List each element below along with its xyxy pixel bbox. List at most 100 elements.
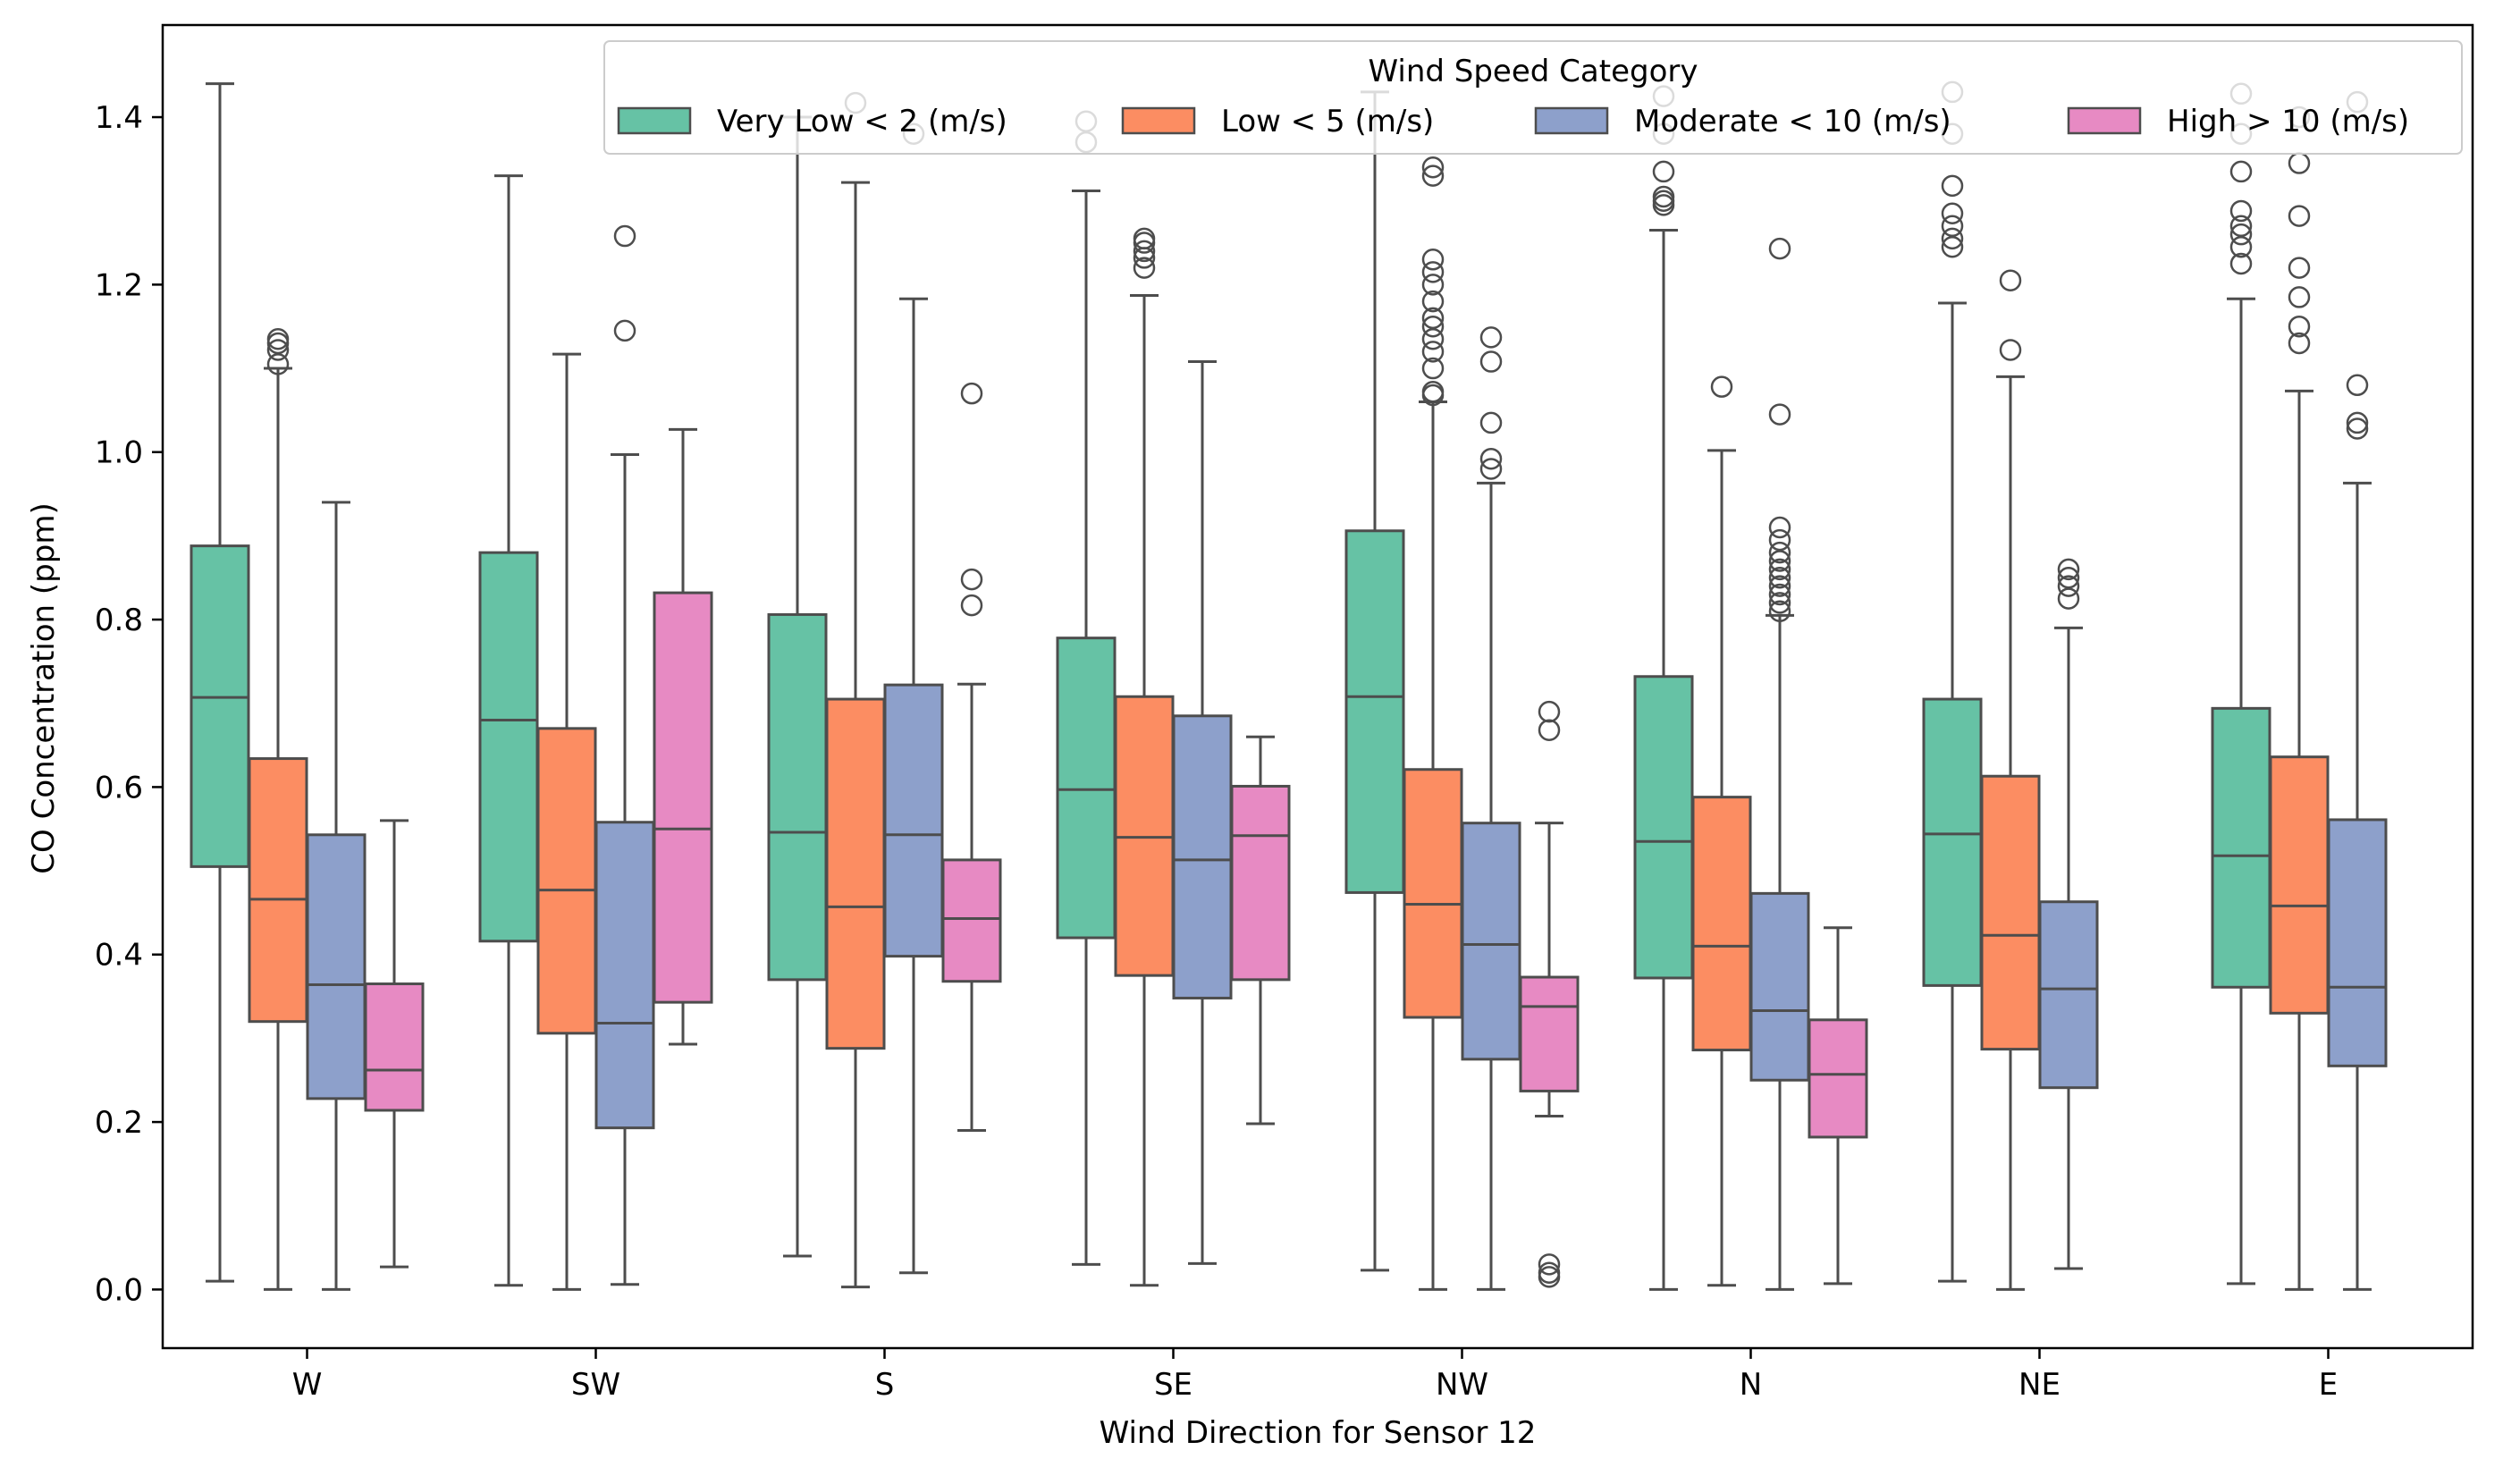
outlier-point: [2229, 160, 2253, 183]
outlier-point: [960, 568, 983, 591]
iqr-box: [364, 982, 425, 1112]
outlier-point: [266, 353, 290, 375]
x-tick-label: W: [292, 1367, 323, 1403]
outlier-point: [1768, 403, 1791, 426]
outlier-point: [1538, 1261, 1561, 1284]
series-Very Low < 2 (m/s): [190, 80, 2271, 1291]
iqr-box: [883, 683, 944, 958]
outlier-point: [1710, 375, 1733, 398]
outlier-point: [1479, 350, 1503, 373]
outlier-point: [1479, 411, 1503, 434]
legend-label: Moderate < 10 (m/s): [1634, 104, 1951, 139]
legend-entry-Low < 5 (m/s): Low < 5 (m/s): [1121, 104, 1434, 139]
outlier-point: [2229, 215, 2253, 238]
y-tick-label: 0.0: [95, 1272, 143, 1308]
box-W-Very Low < 2 (m/s): [190, 82, 250, 1283]
outlier-point: [1421, 249, 1445, 271]
box-SE-High > 10 (m/s): [1230, 735, 1291, 1126]
outlier-point: [2288, 315, 2311, 338]
outlier-point: [613, 319, 636, 342]
box-SW-Low < 5 (m/s): [536, 352, 597, 1291]
box-E-Low < 5 (m/s): [2269, 105, 2330, 1291]
legend-entry-Moderate < 10 (m/s): Moderate < 10 (m/s): [1534, 104, 1951, 139]
box-SW-High > 10 (m/s): [653, 427, 713, 1046]
outlier-point: [2229, 235, 2253, 258]
box-NW-Low < 5 (m/s): [1403, 156, 1463, 1291]
outlier-point: [1538, 1253, 1561, 1276]
outlier-point: [1652, 160, 1675, 183]
y-tick-label: 0.2: [95, 1105, 143, 1141]
iqr-box: [825, 697, 886, 1050]
box-S-Moderate < 10 (m/s): [883, 122, 944, 1275]
box-SE-Low < 5 (m/s): [1114, 227, 1175, 1287]
outlier-point: [1421, 274, 1445, 296]
legend-label: High > 10 (m/s): [2167, 104, 2409, 139]
outlier-point: [2229, 252, 2253, 275]
box-NE-Very Low < 2 (m/s): [1922, 80, 1983, 1283]
legend-swatch: [617, 106, 692, 135]
outlier-point: [2288, 257, 2311, 279]
outlier-point: [2229, 199, 2253, 223]
legend-title: Wind Speed Category: [1369, 54, 1698, 89]
outlier-point: [1133, 227, 1156, 250]
outlier-point: [2346, 417, 2369, 440]
legend-label: Low < 5 (m/s): [1221, 104, 1434, 139]
legend-label: Very Low < 2 (m/s): [717, 104, 1007, 139]
outlier-point: [2288, 205, 2311, 227]
box-N-Very Low < 2 (m/s): [1633, 85, 1694, 1291]
outlier-point: [1421, 164, 1445, 187]
box-NW-Moderate < 10 (m/s): [1461, 326, 1521, 1291]
x-tick-label: SE: [1154, 1367, 1193, 1403]
outlier-point: [1999, 339, 2022, 361]
axes-frame: [161, 23, 2474, 1350]
iqr-box: [767, 612, 828, 982]
iqr-box: [1808, 1018, 1868, 1139]
outlier-point: [960, 382, 983, 405]
outlier-point: [1421, 156, 1445, 179]
outlier-point: [1421, 341, 1445, 363]
iqr-box: [478, 551, 539, 943]
outlier-point: [266, 339, 290, 361]
box-SE-Moderate < 10 (m/s): [1172, 360, 1233, 1265]
y-tick-label: 1.4: [95, 100, 143, 136]
box-S-Low < 5 (m/s): [825, 91, 886, 1289]
outlier-point: [1479, 447, 1503, 470]
x-tick-label: NE: [2018, 1367, 2061, 1403]
outlier-point: [1768, 516, 1791, 539]
iqr-box: [1344, 529, 1405, 894]
box-NE-Low < 5 (m/s): [1980, 269, 2041, 1291]
outlier-point: [1421, 307, 1445, 330]
outlier-point: [1768, 558, 1791, 581]
outlier-point: [1768, 237, 1791, 260]
outlier-point: [2229, 223, 2253, 246]
box-N-Low < 5 (m/s): [1691, 375, 1752, 1287]
box-SW-Very Low < 2 (m/s): [478, 174, 539, 1287]
outlier-point: [613, 224, 636, 248]
outlier-point: [2057, 558, 2080, 581]
outlier-point: [960, 594, 983, 617]
outlier-point: [2346, 374, 2369, 397]
outlier-point: [2288, 286, 2311, 308]
y-axis-label: CO Concentration (ppm): [26, 502, 62, 873]
iqr-box: [1633, 675, 1694, 980]
outlier-point: [1479, 458, 1503, 480]
legend-swatch: [1534, 106, 1609, 135]
box-E-Moderate < 10 (m/s): [2327, 90, 2388, 1291]
x-tick-label: SW: [571, 1367, 620, 1403]
outlier-point: [266, 328, 290, 350]
box-W-High > 10 (m/s): [364, 819, 425, 1269]
outlier-point: [1538, 700, 1561, 723]
x-tick-label: S: [875, 1367, 895, 1403]
iqr-box: [1980, 774, 2041, 1051]
iqr-box: [2038, 900, 2099, 1090]
iqr-box: [248, 757, 308, 1024]
iqr-box: [2327, 818, 2388, 1067]
iqr-box: [536, 727, 597, 1035]
outlier-point: [2288, 332, 2311, 355]
box-NW-Very Low < 2 (m/s): [1344, 90, 1405, 1272]
legend-swatch: [1121, 106, 1196, 135]
legend-frame: [603, 40, 2463, 155]
outlier-point: [1479, 326, 1503, 349]
